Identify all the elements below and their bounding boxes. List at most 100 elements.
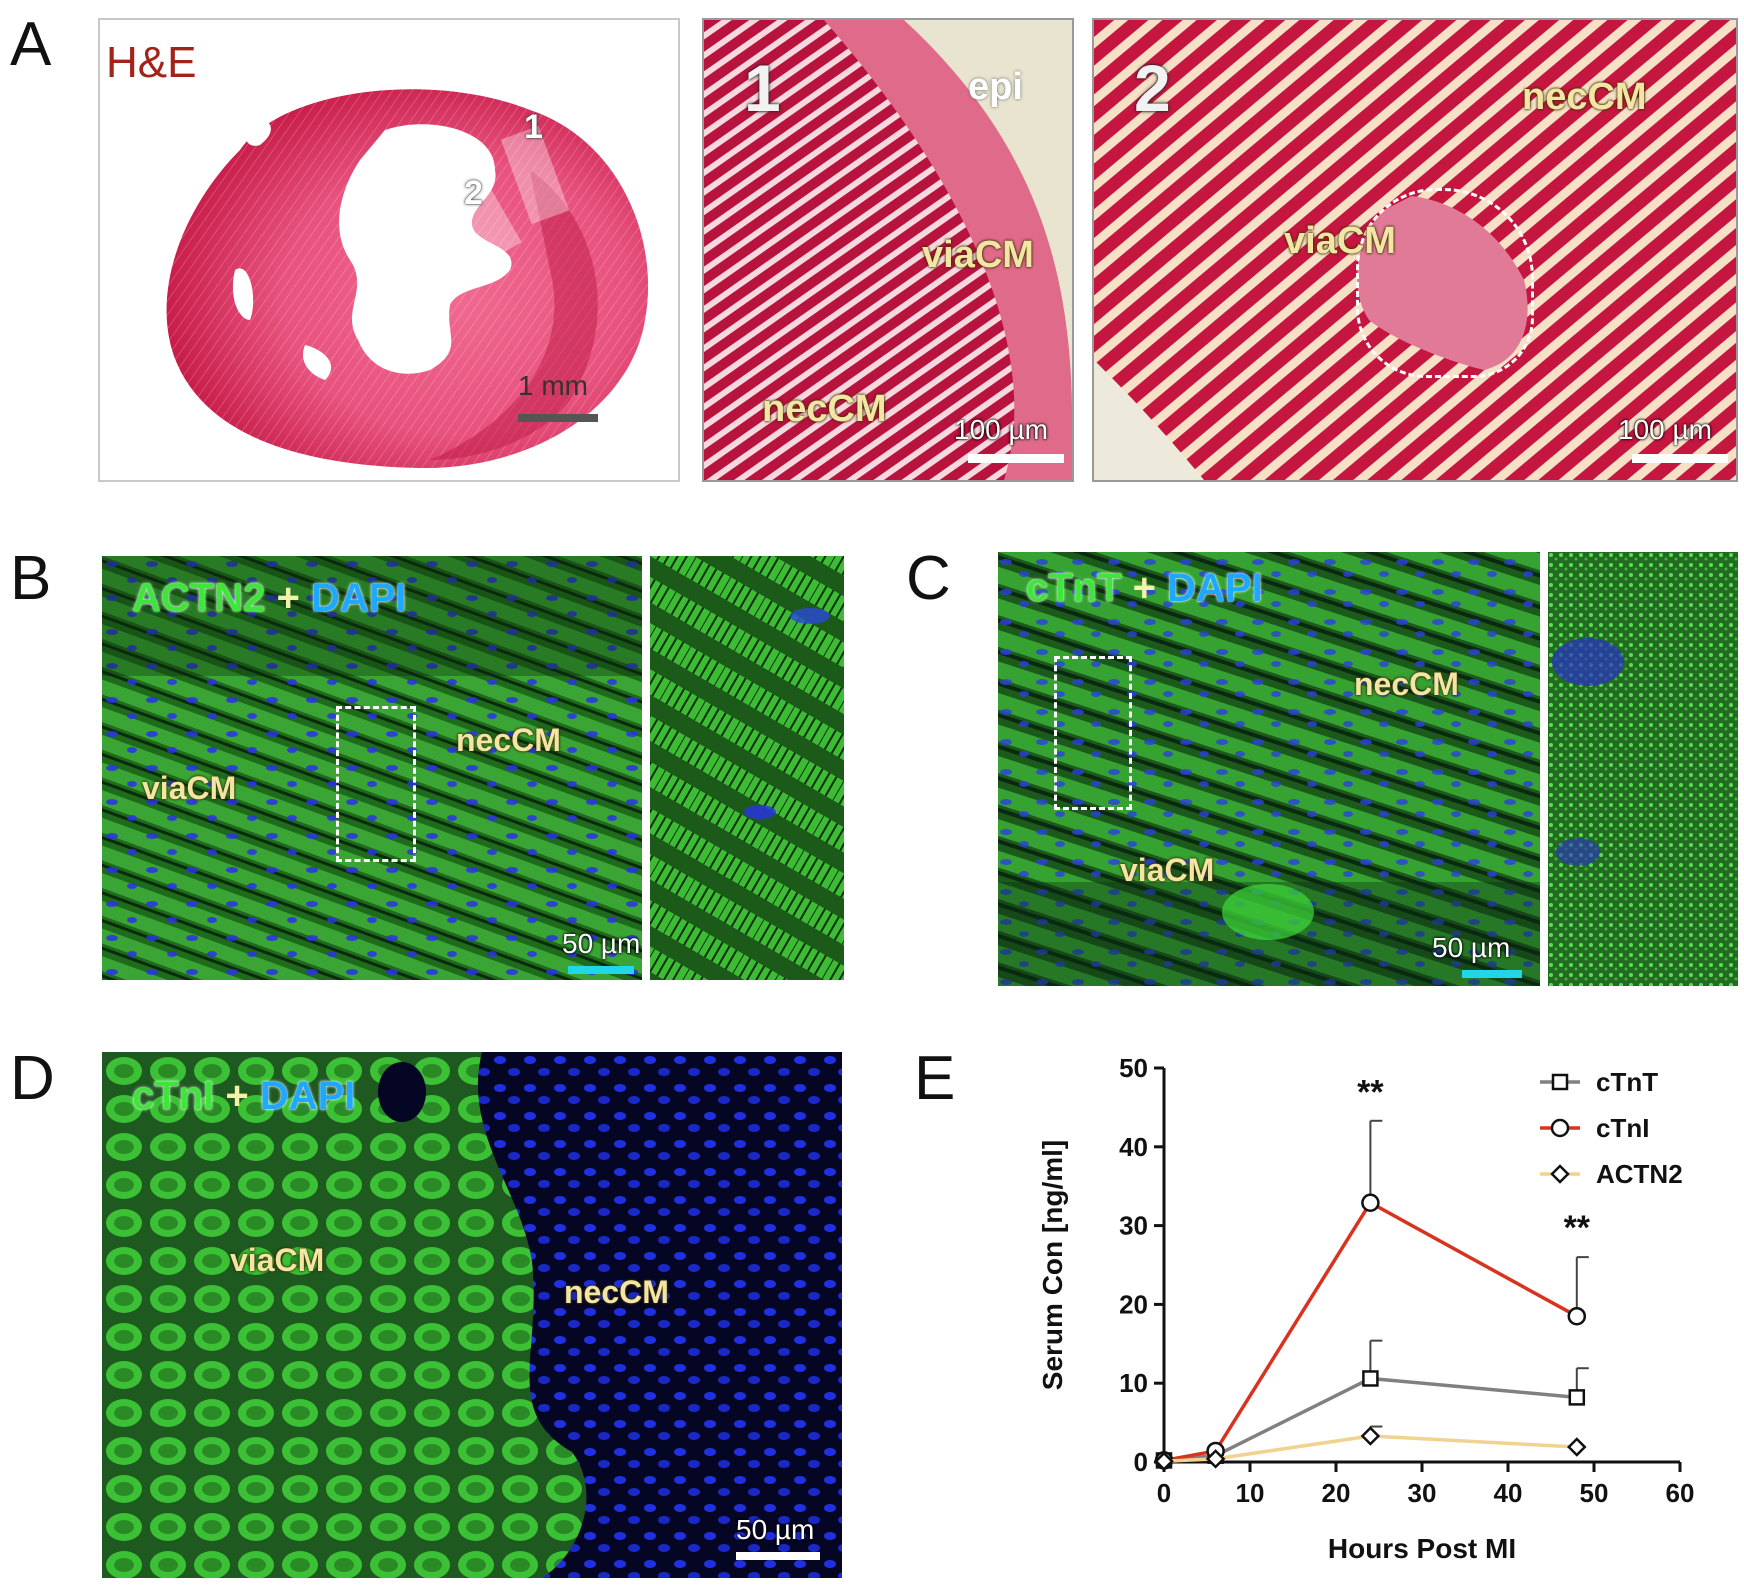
y-tick-label: 40 — [1119, 1132, 1148, 1162]
ctnt-text: cTnT — [1026, 566, 1122, 610]
actn2-point — [1154, 1451, 1174, 1471]
actn2-scale-label: 50 µm — [562, 928, 641, 959]
series-actn2 — [1154, 1425, 1587, 1471]
ctni-neccm-label: necCM — [564, 1274, 669, 1310]
panel-label-c: C — [906, 544, 951, 613]
legend-label-ctni: cTnI — [1596, 1113, 1649, 1143]
inset-1-number: 1 — [744, 51, 781, 125]
inset-2-number: 2 — [1134, 51, 1171, 125]
x-tick-label: 40 — [1494, 1478, 1523, 1508]
legend-marker-ctni — [1550, 1118, 1570, 1138]
ctnt-dapi-text: DAPI — [1167, 566, 1263, 610]
inset-1-neccm-label: necCM — [762, 388, 887, 430]
ctni-point — [1361, 1193, 1380, 1212]
he-whole-heart-image: H&E 1 2 1 mm — [98, 18, 680, 482]
x-tick-label: 10 — [1236, 1478, 1265, 1508]
chart-axes: 0 10 20 30 40 50 60 0 10 20 30 40 50 — [1119, 1053, 1694, 1508]
actn2-zoom-box — [336, 706, 416, 862]
significance-marker: ** — [1357, 1073, 1384, 1111]
ctni-text: cTnI — [132, 1074, 215, 1118]
series-ctni — [1154, 1119, 1589, 1470]
he-inset-2-image: 2 necCM viaCM 100 µm — [1092, 18, 1738, 482]
x-tick-label: 60 — [1666, 1478, 1695, 1508]
inset-2-viacm-outline — [1356, 188, 1534, 378]
ctnt-scale-bar — [1462, 970, 1522, 978]
ctnt-point — [1568, 1389, 1586, 1406]
heart-section-graphic — [166, 89, 649, 469]
actn2-neccm-label: necCM — [456, 722, 561, 758]
actn2-viacm-label: viaCM — [142, 770, 237, 806]
legend-label-ctnt: cTnT — [1596, 1067, 1658, 1097]
x-axis-label: Hours Post MI — [1328, 1533, 1516, 1564]
x-tick-label: 20 — [1322, 1478, 1351, 1508]
x-tick-label: 50 — [1580, 1478, 1609, 1508]
legend-label-actn2: ACTN2 — [1596, 1159, 1683, 1189]
ctni-tissue-graphic — [102, 1052, 842, 1578]
y-tick-label: 10 — [1119, 1368, 1148, 1398]
actn2-plus: + — [276, 576, 300, 620]
ctnt-line — [1163, 1376, 1577, 1463]
serum-concentration-chart: 0 10 20 30 40 50 60 0 10 20 30 40 50 ** ** cTnT cTnI AC… — [1037, 1053, 1694, 1564]
y-axis-label: Serum Con [ng/ml] — [1037, 1140, 1068, 1390]
ctnt-plus: + — [1132, 566, 1157, 610]
ctni-marker-label: cTnI + DAPI — [132, 1074, 355, 1119]
ctnt-viacm-label: viaCM — [1120, 852, 1215, 888]
y-tick-label: 20 — [1119, 1289, 1148, 1319]
actn2-point — [1205, 1449, 1226, 1469]
actn2-text: ACTN2 — [132, 576, 266, 620]
inset-marker-1: 1 — [524, 108, 543, 146]
ctni-plus: + — [225, 1074, 249, 1118]
inset-1-viacm-label: viaCM — [922, 234, 1034, 276]
inset-1-tissue-graphic — [704, 20, 1072, 480]
ctni-line — [1163, 1200, 1578, 1463]
ctnt-scale-label: 50 µm — [1432, 932, 1511, 963]
scale-bar-1mm — [518, 414, 598, 422]
inset-1-scale-label: 100 µm — [954, 414, 1048, 445]
he-inset-1-image: 1 epi viaCM necCM 100 µm — [702, 18, 1074, 482]
legend-marker-ctnt — [1551, 1073, 1569, 1091]
actn2-line — [1163, 1434, 1577, 1463]
actn2-fluorescence-image: ACTN2 + DAPI viaCM necCM 50 µm — [102, 556, 642, 980]
actn2-marker-label: ACTN2 + DAPI — [132, 576, 407, 621]
scale-label-1mm: 1 mm — [518, 370, 588, 401]
y-tick-label: 50 — [1119, 1053, 1148, 1083]
ctnt-zoom-box — [1054, 656, 1132, 810]
actn2-scale-bar — [568, 966, 634, 974]
ctni-scale-label: 50 µm — [736, 1514, 815, 1545]
ctnt-point — [1362, 1370, 1379, 1387]
ctni-dapi-text: DAPI — [259, 1074, 356, 1118]
chart-series: ** ** — [1154, 1073, 1591, 1471]
ctni-scale-bar — [736, 1552, 820, 1560]
y-tick-label: 30 — [1119, 1211, 1148, 1241]
legend-marker-actn2 — [1550, 1164, 1570, 1184]
actn2-zoom-graphic — [650, 556, 844, 980]
panel-label-a: A — [10, 10, 52, 79]
chart-legend: cTnT cTnI ACTN2 — [1540, 1067, 1683, 1189]
ctnt-neccm-label: necCM — [1354, 666, 1459, 702]
ctnt-marker-label: cTnT + DAPI — [1026, 566, 1263, 611]
actn2-point — [1567, 1437, 1587, 1457]
inset-1-epi-label: epi — [968, 66, 1023, 108]
actn2-zoom-image — [650, 556, 844, 980]
inset-2-scale-bar — [1632, 454, 1728, 463]
inset-2-scale-label: 100 µm — [1618, 414, 1712, 445]
x-tick-label: 0 — [1157, 1478, 1171, 1508]
actn2-dapi-text: DAPI — [310, 576, 407, 620]
ctni-viacm-label: viaCM — [230, 1242, 325, 1278]
ctni-fluorescence-image: cTnI + DAPI viaCM necCM 50 µm — [102, 1052, 842, 1578]
actn2-tissue-graphic — [102, 556, 642, 980]
ctni-point — [1567, 1306, 1587, 1326]
panel-label-e: E — [914, 1044, 956, 1113]
ctnt-fluorescence-image: cTnT + DAPI necCM viaCM 50 µm — [998, 552, 1540, 986]
ctnt-tissue-graphic — [998, 552, 1540, 986]
actn2-point — [1360, 1426, 1381, 1446]
inset-marker-2: 2 — [464, 174, 483, 212]
ctnt-zoom-image — [1548, 552, 1738, 986]
significance-marker: ** — [1564, 1209, 1591, 1247]
inset-1-scale-bar — [968, 454, 1064, 463]
panel-label-d: D — [10, 1044, 55, 1113]
he-stain-label: H&E — [106, 38, 197, 87]
x-tick-label: 30 — [1408, 1478, 1437, 1508]
ctnt-zoom-graphic — [1548, 552, 1738, 986]
inset-2-viacm-label: viaCM — [1284, 220, 1396, 262]
